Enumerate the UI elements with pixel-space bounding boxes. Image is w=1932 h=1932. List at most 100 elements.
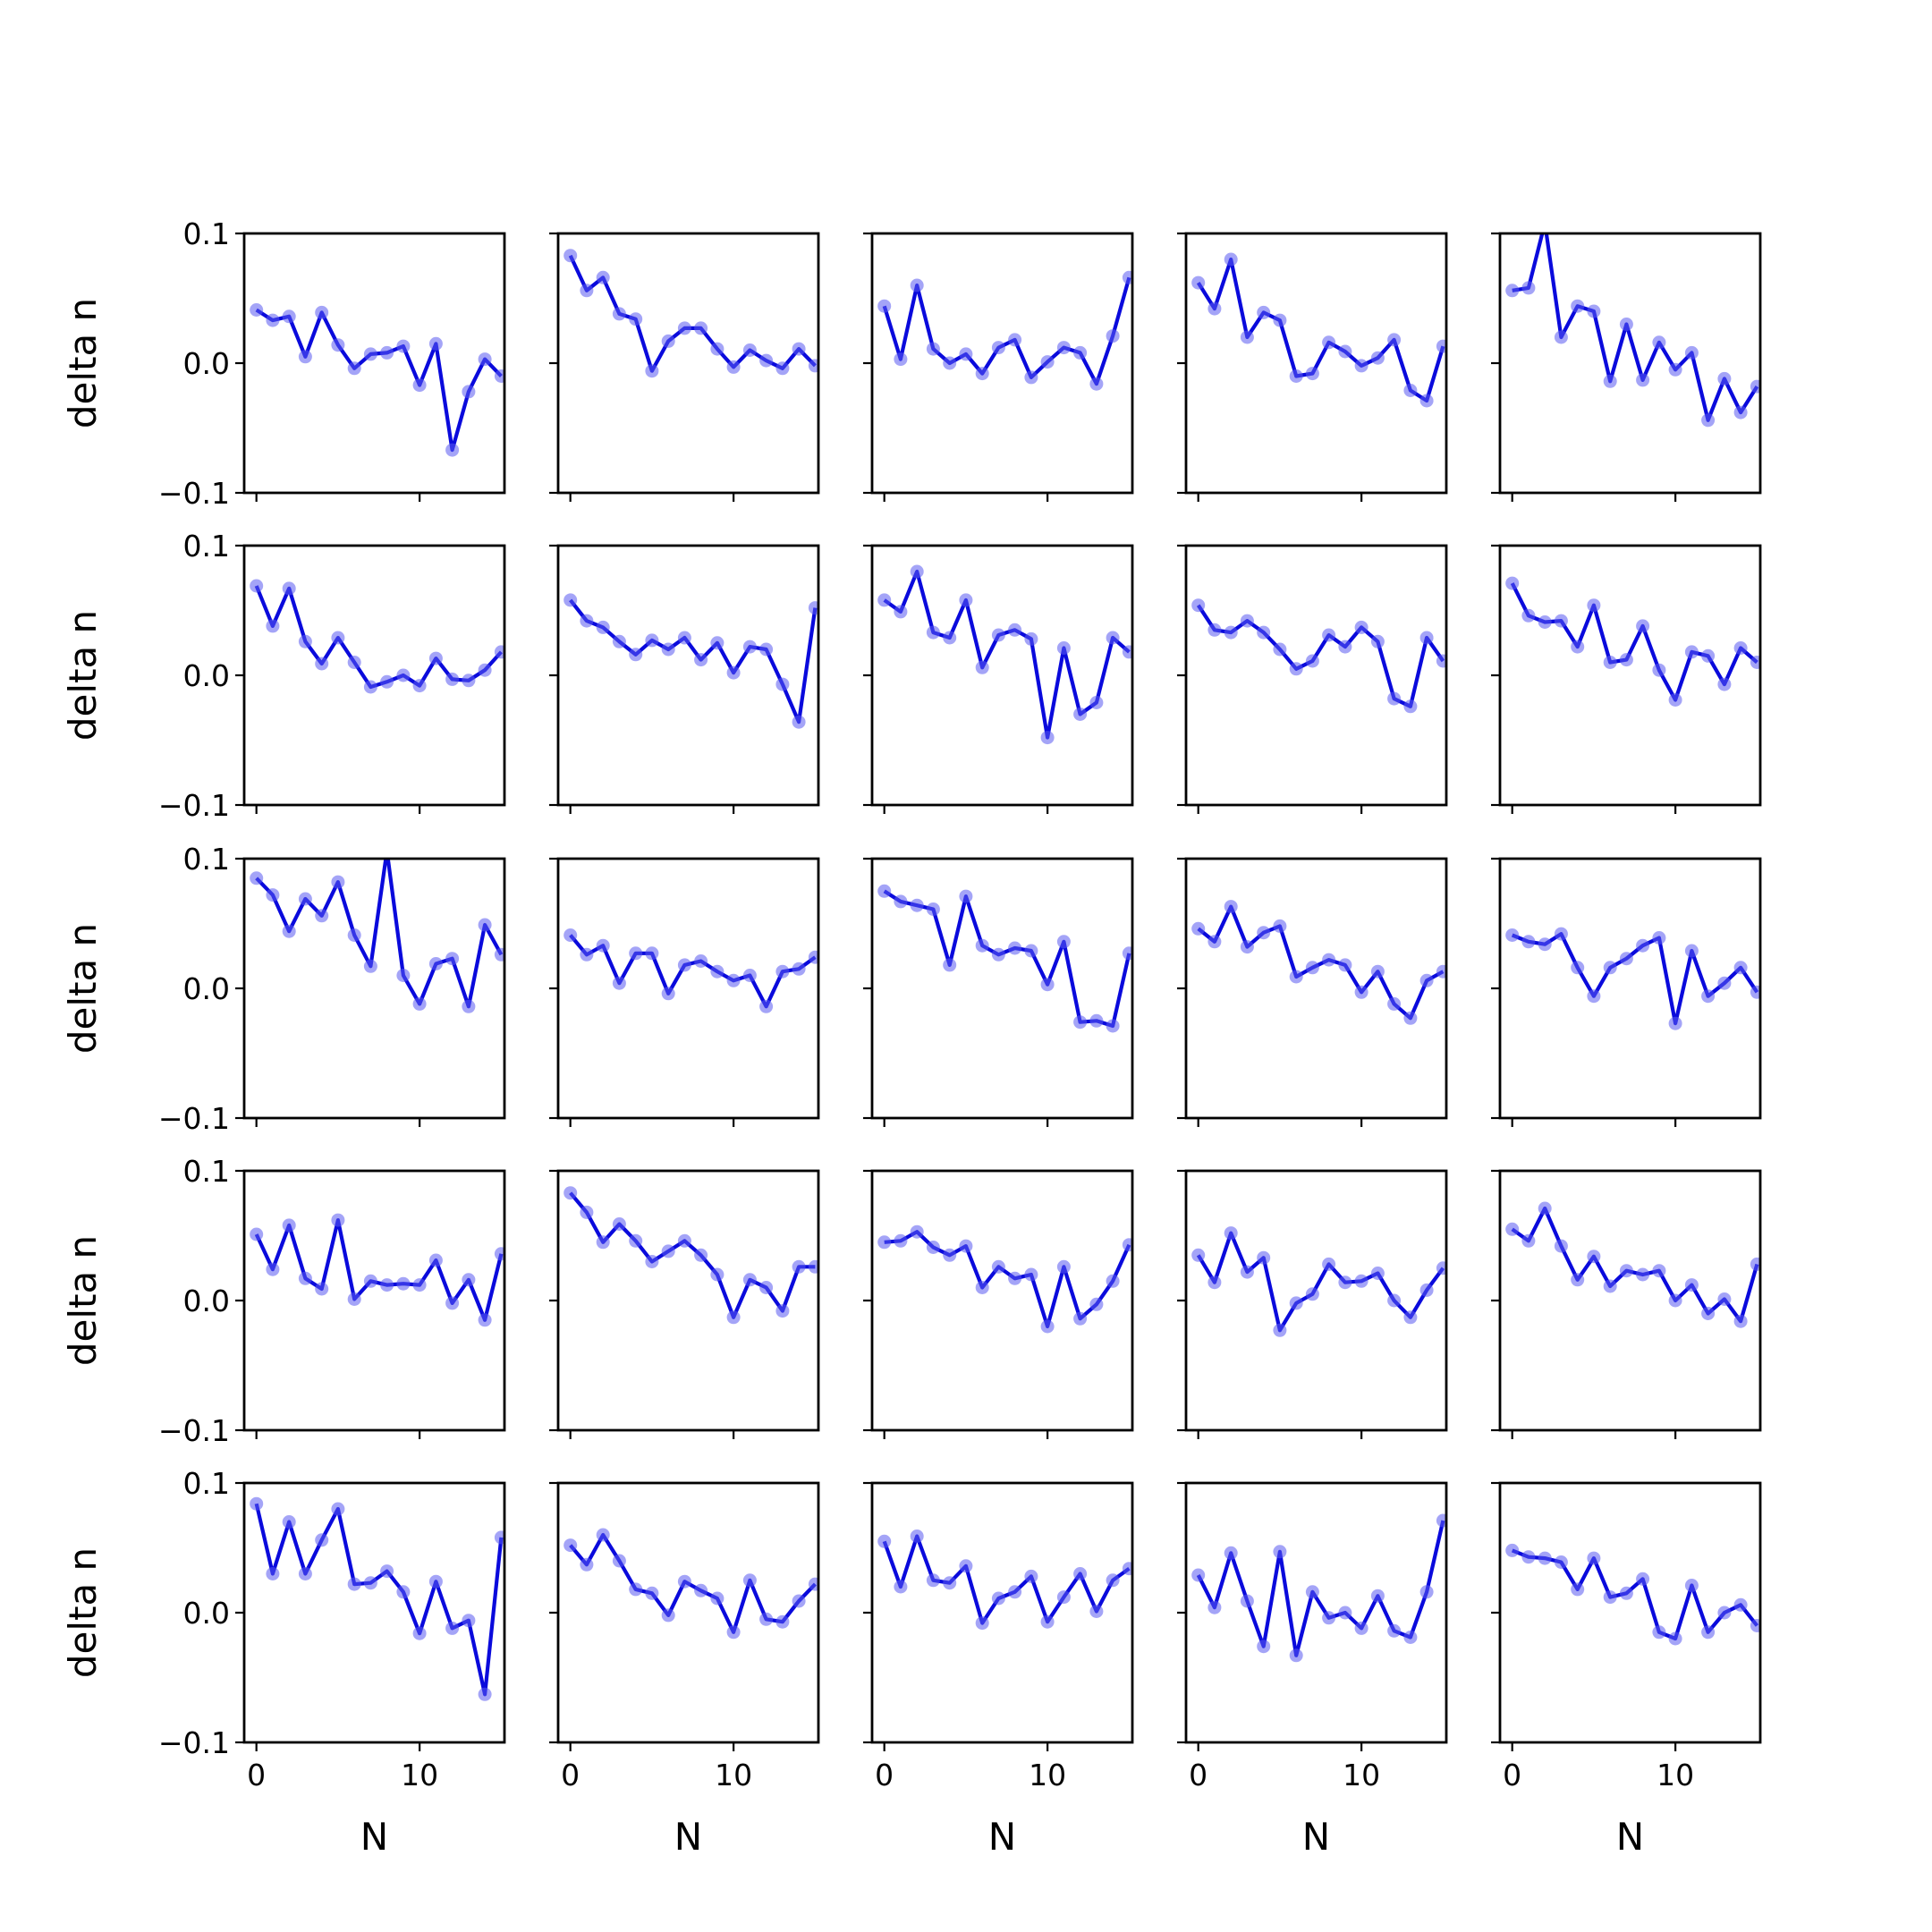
data-point <box>1008 1271 1022 1285</box>
data-point <box>266 1567 280 1580</box>
data-point <box>282 1515 296 1529</box>
series-line <box>1197 904 1445 1021</box>
data-point <box>331 1502 345 1516</box>
series-group <box>250 1496 504 1701</box>
data-point <box>1273 642 1287 657</box>
data-point <box>380 844 394 858</box>
data-point <box>298 1271 312 1285</box>
data-point <box>1008 941 1022 955</box>
data-point <box>926 1241 940 1254</box>
series-group <box>250 1213 504 1327</box>
series-group <box>1505 1201 1760 1328</box>
data-point <box>694 954 708 968</box>
data-point <box>1257 1640 1271 1654</box>
data-point <box>1387 333 1402 347</box>
data-point <box>1717 976 1732 990</box>
data-point <box>428 1574 443 1589</box>
data-point <box>1571 640 1585 654</box>
data-point <box>596 938 610 953</box>
data-point <box>1240 940 1254 954</box>
data-point <box>250 871 264 886</box>
data-point <box>266 313 280 327</box>
data-point <box>1208 1275 1222 1290</box>
data-point <box>792 342 806 356</box>
data-point <box>1717 677 1732 691</box>
data-point <box>445 952 460 966</box>
axes-frame <box>556 1169 820 1432</box>
data-point <box>742 640 757 654</box>
data-point <box>1354 1621 1368 1635</box>
data-point <box>1354 985 1368 999</box>
y-tick-label: −0.1 <box>158 1101 230 1136</box>
data-point <box>1538 615 1552 629</box>
data-point <box>1305 654 1319 668</box>
data-point <box>943 356 957 370</box>
data-point <box>1554 927 1568 941</box>
data-point <box>266 888 280 902</box>
data-point <box>1636 1572 1650 1586</box>
data-point <box>726 1310 741 1325</box>
data-point <box>1106 1274 1120 1288</box>
data-point <box>1208 301 1222 316</box>
data-point <box>645 633 659 648</box>
data-point <box>1322 335 1336 350</box>
data-point <box>694 653 708 667</box>
data-point <box>1521 1550 1536 1564</box>
data-point <box>1521 935 1536 949</box>
data-point <box>380 345 394 360</box>
data-point <box>726 360 741 374</box>
data-point <box>596 270 610 284</box>
data-point <box>1538 937 1552 952</box>
series-line <box>1196 1231 1445 1333</box>
data-point <box>1619 1264 1633 1278</box>
data-point <box>926 1573 940 1588</box>
data-point <box>1387 996 1402 1011</box>
series-group <box>1505 576 1760 707</box>
x-tick-label: 0 <box>561 1758 580 1792</box>
data-point <box>380 1278 394 1292</box>
x-tick-label: 0 <box>875 1758 894 1792</box>
axes-frame <box>1184 1481 1448 1744</box>
series-group <box>1505 233 1760 428</box>
data-point <box>1701 1625 1716 1640</box>
data-point <box>1717 1292 1732 1306</box>
data-point <box>1684 1278 1699 1292</box>
subplot-r1-c2 <box>549 232 820 502</box>
data-point <box>1338 958 1352 972</box>
data-point <box>1403 384 1418 397</box>
data-point <box>1554 614 1568 628</box>
series-group <box>250 844 504 1013</box>
data-point <box>1289 1648 1303 1663</box>
data-point <box>1338 1275 1352 1290</box>
data-point <box>331 1213 345 1227</box>
data-point <box>1733 405 1748 419</box>
data-point <box>1571 961 1585 975</box>
data-point <box>629 648 643 662</box>
data-point <box>1224 900 1238 914</box>
data-point <box>1603 656 1617 669</box>
data-point <box>1040 731 1055 745</box>
data-point <box>1419 1283 1434 1297</box>
data-point <box>1668 1016 1682 1030</box>
data-point <box>1273 919 1287 933</box>
data-point <box>612 307 626 321</box>
subplot-r2-c2 <box>549 544 820 814</box>
data-point <box>250 303 264 317</box>
data-point <box>1305 1287 1319 1301</box>
data-point <box>926 342 940 356</box>
data-point <box>1024 1569 1038 1583</box>
data-point <box>1403 1631 1418 1644</box>
data-point <box>1370 1589 1385 1603</box>
data-point <box>910 564 924 579</box>
data-point <box>1603 374 1617 388</box>
data-point <box>775 1304 790 1318</box>
data-point <box>396 668 411 682</box>
data-point <box>894 1233 908 1248</box>
data-point <box>742 1273 757 1287</box>
axes-frame <box>556 857 820 1120</box>
data-point <box>266 1262 280 1276</box>
subplot-r2-c4 <box>1177 544 1448 814</box>
x-tick-label: 0 <box>247 1758 266 1792</box>
data-point <box>1224 1226 1238 1241</box>
y-axis-label: delta n <box>61 298 105 428</box>
